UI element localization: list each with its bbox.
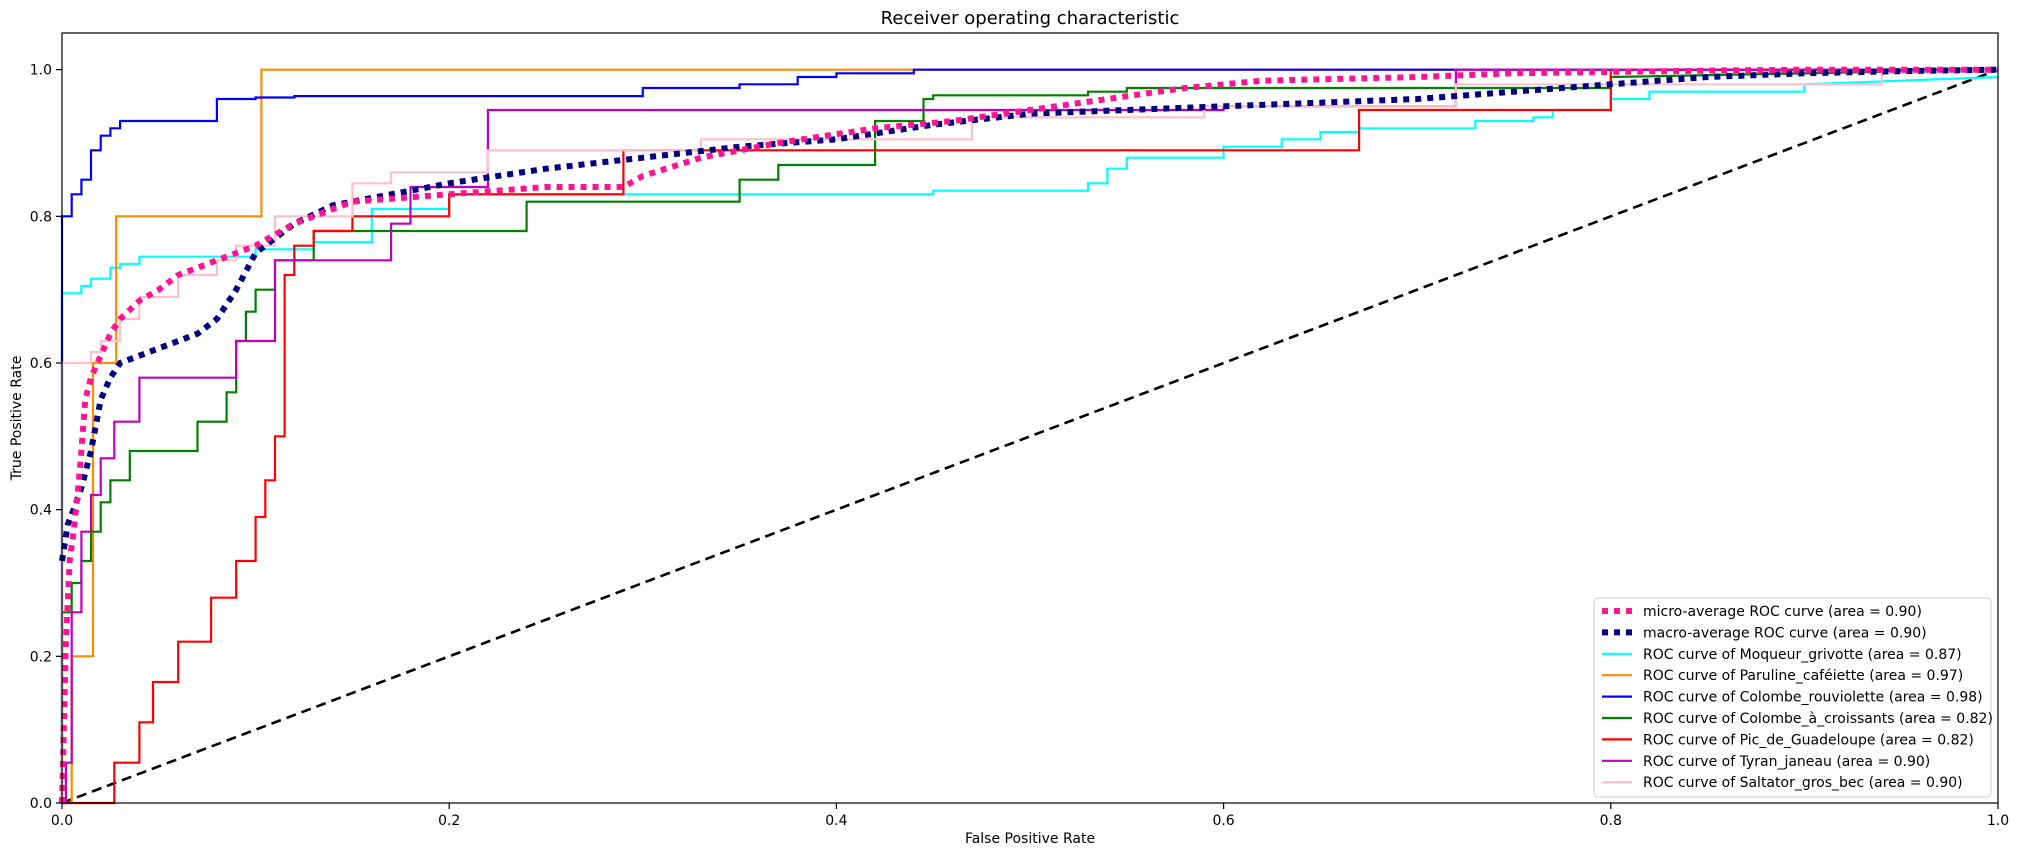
x-tick-label: 0.6 (1212, 813, 1234, 829)
plot-area (59, 32, 1999, 805)
legend: micro-average ROC curve (area = 0.90) mac… (1593, 597, 1993, 798)
roc-series-line-8 (60, 68, 1999, 803)
y-axis-ticks: 0.0 0.2 0.4 0.6 0.8 1.0 (30, 63, 62, 812)
legend-entry: ROC curve of Pic_de_Guadeloupe (area = 0… (1643, 732, 1974, 748)
x-tick-label: 0.2 (438, 813, 460, 829)
y-tick-label: 0.6 (30, 356, 52, 372)
x-tick-label: 0.8 (1600, 813, 1622, 829)
legend-entry: ROC curve of Tyran_janeau (area = 0.90) (1643, 754, 1930, 770)
legend-box (1593, 597, 1992, 798)
legend-entry: ROC curve of Saltator_gros_bec (area = 0… (1643, 775, 1963, 791)
roc-series-line-5 (60, 68, 1999, 803)
roc-series-line-1 (59, 66, 1999, 562)
roc-series-line-0 (59, 66, 1998, 804)
legend-entry: macro-average ROC curve (area = 0.90) (1643, 625, 1927, 641)
y-tick-label: 0.2 (30, 649, 52, 665)
chance-diagonal-line (61, 68, 1999, 805)
y-tick-label: 0.8 (30, 209, 52, 225)
y-tick-label: 1.0 (30, 63, 52, 79)
x-axis-label: False Positive Rate (965, 831, 1095, 847)
x-tick-label: 1.0 (1987, 813, 2009, 829)
y-axis-label: True Positive Rate (9, 356, 25, 482)
roc-series-line-7 (62, 68, 1998, 805)
chart-title: Receiver operating characteristic (881, 8, 1180, 29)
x-tick-label: 0.4 (825, 813, 847, 829)
legend-entry: micro-average ROC curve (area = 0.90) (1643, 604, 1922, 620)
legend-entry: ROC curve of Colombe_rouviolette (area =… (1643, 690, 1983, 706)
roc-series-line-4 (60, 68, 1998, 803)
y-tick-label: 0.0 (30, 796, 52, 812)
roc-curves (59, 66, 1999, 805)
legend-entry: ROC curve of Paruline_caféiette (area = … (1643, 668, 1963, 684)
legend-entry: ROC curve of Moqueur_grivotte (area = 0.… (1643, 647, 1962, 663)
plot-frame (61, 32, 1999, 804)
legend-entry: ROC curve of Colombe_à_croissants (area … (1643, 711, 1993, 727)
x-tick-label: 0.0 (51, 813, 73, 829)
y-tick-label: 0.4 (30, 503, 52, 519)
x-axis-ticks: 0.0 0.2 0.4 0.6 0.8 1.0 (51, 803, 2009, 829)
roc-series-line-2 (60, 75, 1999, 803)
